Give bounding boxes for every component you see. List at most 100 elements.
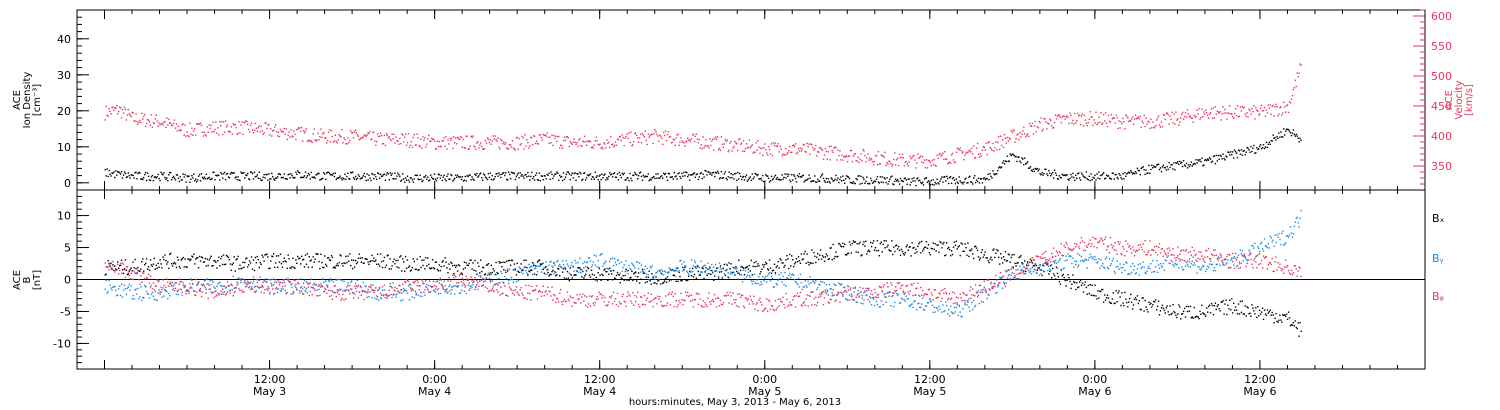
density-point bbox=[813, 180, 815, 182]
b-series-0-point bbox=[1128, 301, 1130, 303]
velocity-point bbox=[1101, 123, 1103, 125]
b-series-0-point bbox=[819, 254, 821, 256]
velocity-point bbox=[1128, 120, 1130, 123]
b-series-0-point bbox=[255, 262, 258, 264]
b-series-0-point bbox=[1237, 303, 1240, 305]
velocity-point bbox=[432, 138, 435, 140]
b-series-0-point bbox=[935, 250, 937, 252]
density-point bbox=[1249, 151, 1251, 153]
b-series-0-point bbox=[147, 266, 150, 268]
b-series-0-point bbox=[382, 260, 385, 262]
b-series-0-point bbox=[874, 247, 877, 249]
b-series-1-point bbox=[733, 271, 735, 274]
b-series-0-point bbox=[214, 260, 216, 262]
velocity-point bbox=[228, 131, 231, 133]
velocity-point bbox=[967, 151, 969, 153]
velocity-point bbox=[507, 148, 509, 150]
b-series-0-point bbox=[162, 256, 164, 258]
b-series-1-point bbox=[1072, 257, 1074, 259]
density-point bbox=[292, 176, 294, 179]
b-series-1-point bbox=[1035, 272, 1037, 274]
density-point bbox=[948, 182, 950, 185]
density-point bbox=[915, 184, 917, 187]
density-point bbox=[231, 172, 233, 174]
b-series-1-point bbox=[934, 311, 936, 313]
b-series-0-point bbox=[620, 277, 622, 279]
velocity-point bbox=[1118, 120, 1120, 122]
velocity-point bbox=[837, 149, 839, 151]
velocity-point bbox=[1085, 122, 1088, 124]
velocity-point bbox=[461, 146, 464, 148]
density-point bbox=[181, 179, 183, 181]
velocity-point bbox=[1089, 111, 1091, 113]
velocity-point bbox=[211, 131, 213, 133]
density-point bbox=[451, 174, 453, 177]
density-point bbox=[600, 178, 602, 181]
velocity-point bbox=[722, 146, 725, 148]
velocity-point bbox=[482, 148, 485, 150]
velocity-point bbox=[961, 152, 963, 154]
velocity-point bbox=[328, 129, 331, 131]
velocity-point bbox=[644, 130, 647, 132]
b-series-1-point bbox=[635, 275, 637, 278]
density-point bbox=[968, 176, 970, 178]
b-series-1-point bbox=[816, 288, 818, 291]
density-point bbox=[1014, 155, 1016, 158]
velocity-point bbox=[1212, 107, 1215, 109]
b-series-0-point bbox=[647, 276, 649, 278]
density-point bbox=[647, 173, 649, 175]
density-point bbox=[543, 174, 545, 177]
density-point bbox=[887, 183, 889, 185]
b-series-1-point bbox=[215, 290, 217, 292]
velocity-point bbox=[1173, 113, 1175, 115]
velocity-point bbox=[795, 153, 798, 155]
density-point bbox=[883, 177, 885, 179]
velocity-point bbox=[635, 132, 637, 134]
b-series-1-point bbox=[317, 285, 319, 287]
velocity-point bbox=[1204, 113, 1206, 115]
b-series-0-point bbox=[1070, 287, 1072, 290]
b-series-0-point bbox=[262, 256, 264, 258]
velocity-point bbox=[417, 137, 419, 139]
velocity-point bbox=[972, 153, 974, 155]
velocity-point bbox=[155, 114, 157, 116]
density-point bbox=[1235, 152, 1238, 154]
density-point bbox=[916, 178, 918, 180]
b-series-1-point bbox=[476, 284, 478, 286]
velocity-point bbox=[241, 121, 243, 123]
b-series-1-point bbox=[257, 279, 259, 281]
density-point bbox=[406, 175, 409, 177]
b-series-0-point bbox=[1098, 297, 1100, 299]
b-series-0-point bbox=[404, 270, 406, 272]
b-series-1-point bbox=[411, 296, 414, 298]
b-series-1-point bbox=[186, 289, 188, 291]
velocity-point bbox=[134, 120, 136, 122]
b-series-0-point bbox=[279, 253, 282, 255]
b-series-0-point bbox=[495, 261, 497, 264]
density-point bbox=[479, 173, 481, 175]
b-series-1-point bbox=[132, 294, 134, 297]
density-point bbox=[1083, 176, 1086, 178]
b-series-1-point bbox=[715, 263, 717, 266]
b-series-0-point bbox=[367, 261, 369, 263]
density-point bbox=[1033, 170, 1036, 173]
density-point bbox=[865, 180, 867, 183]
velocity-point bbox=[1187, 113, 1190, 115]
b-series-0-point bbox=[347, 255, 349, 257]
b-series-0-point bbox=[281, 266, 284, 268]
b-series-0-point bbox=[433, 268, 436, 270]
velocity-point bbox=[955, 151, 958, 153]
b-series-0-point bbox=[730, 263, 732, 265]
b-series-0-point bbox=[683, 268, 685, 271]
b-series-1-point bbox=[609, 260, 611, 263]
b-series-1-point bbox=[497, 284, 499, 286]
b-series-1-point bbox=[351, 280, 353, 282]
b-series-0-point bbox=[356, 261, 359, 263]
b-series-0-point bbox=[440, 265, 442, 268]
density-point bbox=[580, 172, 582, 175]
b-series-0-point bbox=[622, 275, 624, 277]
b-series-0-point bbox=[224, 263, 227, 265]
density-point bbox=[669, 176, 672, 178]
b-series-0-point bbox=[563, 277, 566, 279]
b-series-0-point bbox=[538, 259, 541, 261]
